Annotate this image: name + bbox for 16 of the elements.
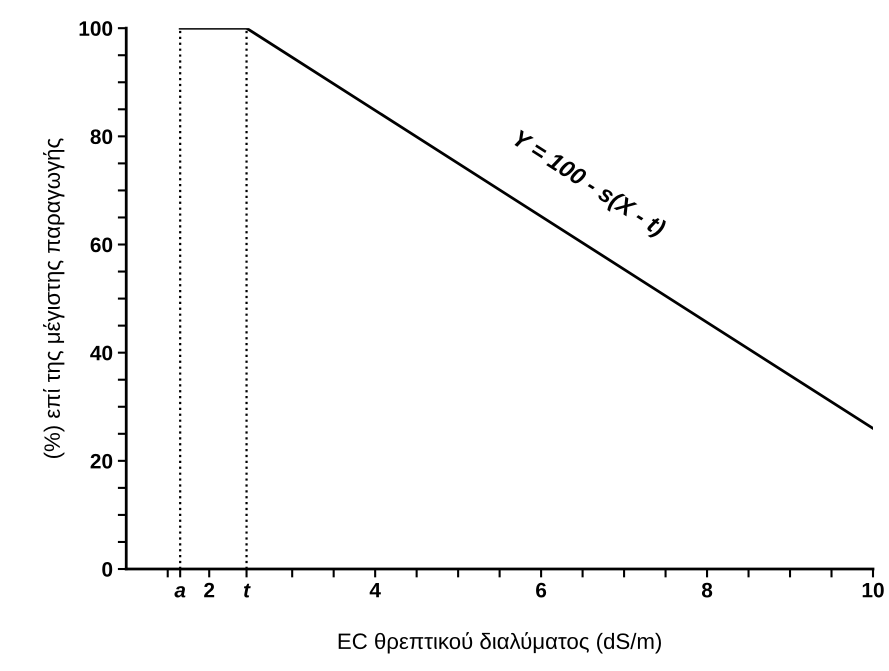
x-tick-label: 2 (204, 582, 214, 598)
y-tick-label: 0 (102, 562, 112, 577)
x-tick-label: t (244, 584, 251, 598)
y-tick-label: 60 (90, 238, 112, 252)
x-tick-label: 6 (536, 582, 546, 598)
x-axis-title: EC θρεπτικού διαλύματος (dS/m) (338, 632, 661, 654)
y-tick-label: 20 (90, 454, 112, 469)
x-tick-label: a (174, 586, 186, 598)
x-tick-label: 4 (370, 582, 381, 598)
x-tick-label: 8 (702, 582, 712, 598)
y-axis-title: (%) επί της μέγιστης παραγωγής (43, 138, 64, 458)
y-tick-label: 100 (80, 21, 112, 36)
annotation: Y = 100 - s(X - t) (509, 128, 668, 241)
x-tick-label: 10 (862, 582, 884, 598)
y-tick-label: 40 (90, 346, 112, 360)
y-tick-label: 80 (90, 129, 112, 144)
